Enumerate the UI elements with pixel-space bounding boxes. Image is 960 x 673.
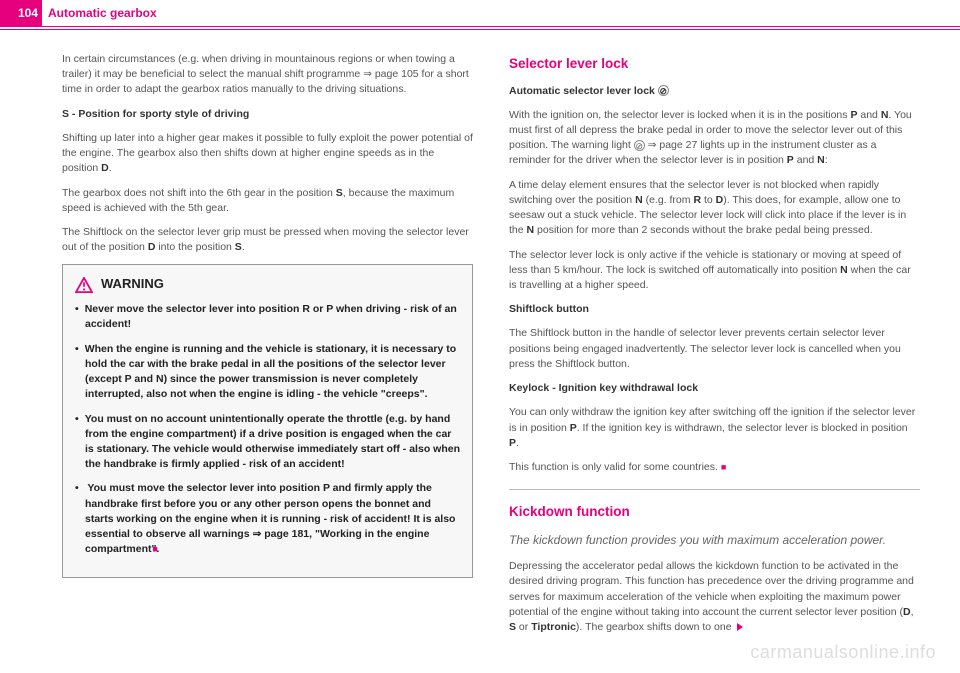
para: The gearbox does not shift into the 6th … [62,186,473,216]
header-bar: 104 Automatic gearbox [0,0,960,26]
warning-light-icon: ⊘ [634,140,645,151]
chapter-title: Automatic gearbox [42,0,157,26]
header-rule [0,26,960,27]
warning-item: You must on no account unintentionally o… [75,412,460,473]
section-subtitle: The kickdown function provides you with … [509,532,920,549]
para: Depressing the accelerator pedal allows … [509,559,920,635]
section-divider [509,489,920,490]
warning-item: You must move the selector lever into po… [75,481,460,557]
right-column: Selector lever lock Automatic selector l… [509,52,920,643]
para: A time delay element ensures that the se… [509,178,920,239]
left-column: In certain circumstances (e.g. when driv… [62,52,473,643]
content-columns: In certain circumstances (e.g. when driv… [62,52,920,643]
lock-icon: ⊘ [658,85,669,96]
subheading: S - Position for sporty style of driving [62,107,473,122]
warning-icon [75,277,93,293]
para: Shifting up later into a higher gear mak… [62,131,473,177]
watermark: carmanualsonline.info [750,642,936,663]
warning-header: WARNING [75,275,460,294]
para: In certain circumstances (e.g. when driv… [62,52,473,98]
end-square-icon: ■ [721,461,726,474]
section-title: Kickdown function [509,502,920,522]
para: You can only withdraw the ignition key a… [509,405,920,451]
para: The selector lever lock is only active i… [509,248,920,294]
warning-item: When the engine is running and the vehic… [75,342,460,403]
warning-item: Never move the selector lever into posit… [75,302,460,332]
para: This function is only valid for some cou… [509,460,920,475]
warning-box: WARNING Never move the selector lever in… [62,264,473,577]
header-rule-2 [0,29,960,30]
para: The Shiftlock on the selector lever grip… [62,225,473,255]
subheading: Shiftlock button [509,302,920,317]
warning-title: WARNING [101,275,164,294]
section-title: Selector lever lock [509,54,920,74]
subheading: Automatic selector lever lock ⊘ [509,84,920,99]
para: The Shiftlock button in the handle of se… [509,326,920,372]
page-number: 104 [0,0,42,26]
continue-icon [737,623,743,631]
para: With the ignition on, the selector lever… [509,108,920,169]
subheading: Keylock - Ignition key withdrawal lock [509,381,920,396]
